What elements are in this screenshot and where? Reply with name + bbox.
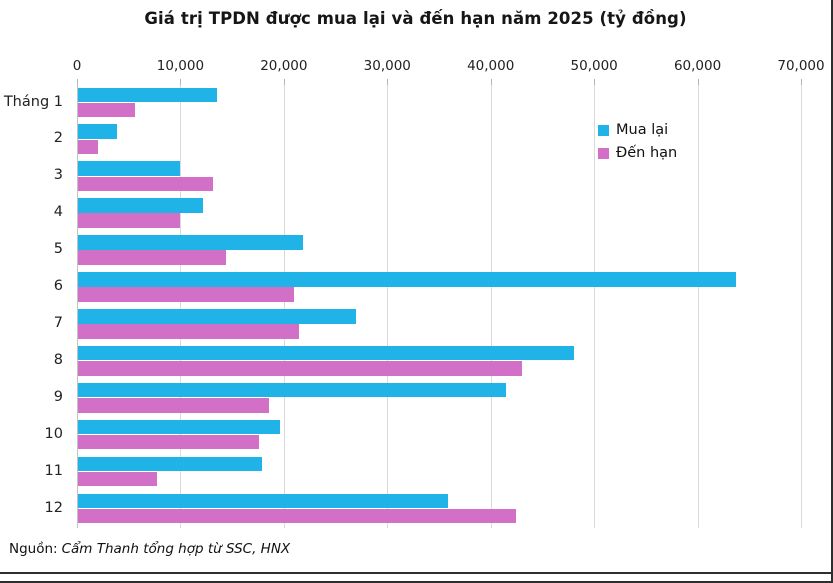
- y-category-label: 5: [53, 241, 63, 258]
- source-prefix: Nguồn:: [9, 541, 58, 557]
- y-category-label: 12: [44, 499, 63, 516]
- bar-mua-lai: [78, 309, 357, 324]
- bar-den-han: [78, 508, 516, 524]
- bar-mua-lai: [78, 124, 118, 139]
- x-tick: [180, 79, 182, 85]
- bar-den-han: [78, 250, 226, 265]
- y-category-label: 11: [44, 462, 63, 479]
- legend-item-den-han: Đến hạn: [598, 145, 677, 161]
- gridline: [801, 85, 802, 528]
- y-axis-labels: Tháng 1 2 3 4 5 6 7 8 9 10 11 12: [0, 85, 70, 528]
- legend-label-den-han: Đến hạn: [616, 145, 678, 161]
- x-tick-label: 40,000: [467, 58, 515, 74]
- source-note: Nguồn: Cẩm Thanh tổng hợp từ SSC, HNX: [9, 541, 290, 557]
- gridline: [283, 85, 285, 528]
- gridline: [180, 85, 182, 528]
- x-tick: [697, 79, 699, 85]
- x-tick: [490, 79, 492, 85]
- bar-den-han: [78, 324, 300, 339]
- bar-den-han: [78, 361, 522, 376]
- y-category-label: 8: [53, 351, 63, 368]
- gridline: [697, 85, 699, 528]
- y-category-label: 7: [53, 315, 63, 331]
- legend: Mua lại Đến hạn: [598, 122, 677, 168]
- bar-mua-lai: [78, 198, 204, 213]
- y-axis-line: [77, 85, 78, 528]
- gridline: [490, 85, 492, 528]
- gridline: [387, 85, 389, 528]
- y-category-label: 10: [44, 425, 63, 442]
- bar-den-han: [78, 102, 135, 118]
- y-category-label: 6: [53, 278, 63, 295]
- bar-den-han: [78, 139, 98, 155]
- bar-den-han: [78, 213, 181, 228]
- bar-mua-lai: [78, 493, 449, 509]
- gridline: [594, 85, 596, 528]
- bar-mua-lai: [78, 272, 736, 287]
- bar-mua-lai: [78, 382, 507, 398]
- x-tick-label: 60,000: [673, 58, 722, 74]
- x-tick-label: 70,000: [777, 58, 825, 74]
- chart-title: Giá trị TPDN được mua lại và đến hạn năm…: [144, 9, 687, 28]
- source-text: Cẩm Thanh tổng hợp từ SSC, HNX: [61, 541, 291, 557]
- bar-den-han: [78, 287, 295, 302]
- bar-mua-lai: [78, 161, 181, 176]
- y-category-label: 3: [53, 167, 63, 184]
- legend-label-mua-lai: Mua lại: [616, 122, 669, 138]
- x-tick: [77, 79, 78, 85]
- x-tick-label: 50,000: [570, 58, 618, 74]
- x-tick: [283, 79, 285, 85]
- bar-mua-lai: [78, 235, 304, 250]
- bar-mua-lai: [78, 419, 280, 435]
- legend-swatch-mua-lai: [598, 124, 609, 136]
- legend-item-mua-lai: Mua lại: [598, 122, 677, 138]
- x-tick: [387, 79, 389, 85]
- y-category-label: 2: [53, 130, 63, 147]
- bar-den-han: [78, 398, 270, 413]
- x-tick-label: 0: [72, 58, 82, 74]
- bottom-rule: [0, 572, 831, 574]
- plot-area: Mua lại Đến hạn: [77, 85, 831, 528]
- x-axis: 0 10,000 20,000 30,000 40,000 50,000 60,000 70,…: [73, 48, 831, 85]
- legend-swatch-den-han: [598, 147, 609, 159]
- bar-den-han: [78, 434, 259, 450]
- y-category-label: 4: [53, 204, 63, 221]
- x-tick: [594, 79, 596, 85]
- bar-den-han: [78, 176, 214, 192]
- x-tick-label: 20,000: [260, 58, 308, 74]
- bar-mua-lai: [78, 87, 217, 102]
- y-category-label: 9: [53, 388, 63, 405]
- x-tick: [801, 79, 802, 85]
- x-tick-label: 30,000: [363, 58, 411, 74]
- bar-mua-lai: [78, 456, 263, 472]
- y-category-label: Tháng 1: [3, 93, 63, 110]
- bar-mua-lai: [78, 345, 575, 361]
- bar-den-han: [78, 471, 157, 487]
- x-tick-label: 10,000: [156, 58, 205, 74]
